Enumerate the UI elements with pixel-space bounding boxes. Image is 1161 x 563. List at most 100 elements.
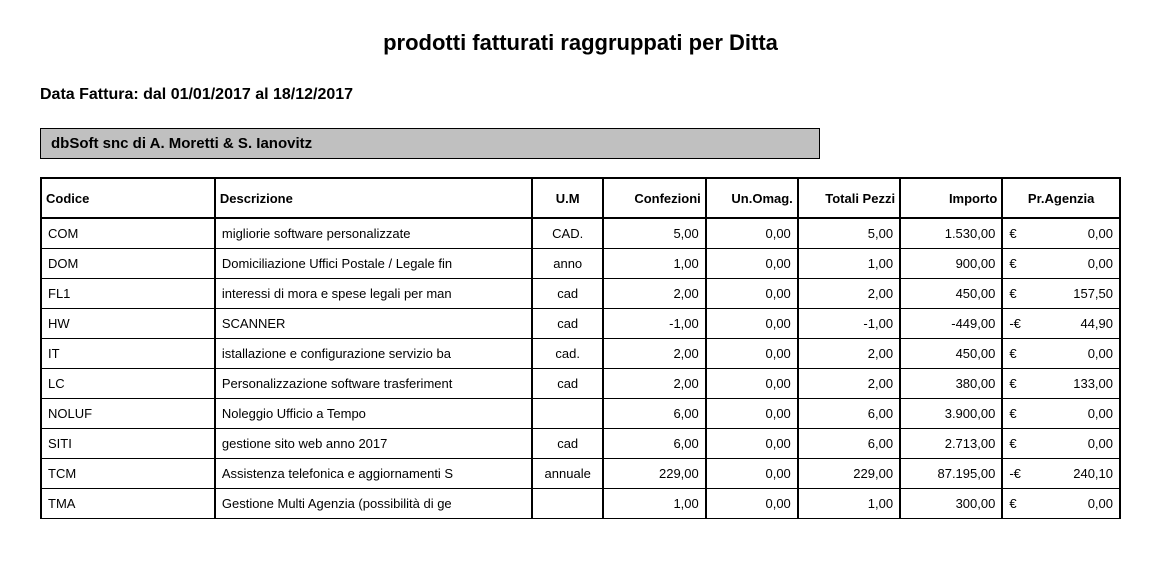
cell-conf: -1,00 <box>603 308 705 338</box>
cell-agenzia: €0,00 <box>1002 218 1120 248</box>
cell-omag: 0,00 <box>706 368 798 398</box>
cell-agenzia: €0,00 <box>1002 428 1120 458</box>
th-omaggio: Un.Omag. <box>706 178 798 218</box>
cell-agenzia: €0,00 <box>1002 398 1120 428</box>
currency-symbol: € <box>1009 376 1016 391</box>
cell-omag: 0,00 <box>706 278 798 308</box>
cell-importo: 1.530,00 <box>900 218 1002 248</box>
cell-conf: 1,00 <box>603 488 705 518</box>
cell-codice: TMA <box>41 488 215 518</box>
table-header-row: Codice Descrizione U.M Confezioni Un.Oma… <box>41 178 1120 218</box>
cell-omag: 0,00 <box>706 458 798 488</box>
currency-symbol: € <box>1009 496 1016 511</box>
cell-codice: DOM <box>41 248 215 278</box>
cell-importo: 87.195,00 <box>900 458 1002 488</box>
agenzia-value: 0,00 <box>1017 226 1113 241</box>
cell-conf: 6,00 <box>603 398 705 428</box>
agenzia-value: 0,00 <box>1017 436 1113 451</box>
cell-pezzi: 6,00 <box>798 428 900 458</box>
table-row: COMmigliorie software personalizzateCAD.… <box>41 218 1120 248</box>
table-row: TMAGestione Multi Agenzia (possibilità d… <box>41 488 1120 518</box>
cell-omag: 0,00 <box>706 308 798 338</box>
cell-codice: TCM <box>41 458 215 488</box>
agenzia-value: 0,00 <box>1017 346 1113 361</box>
table-row: ITistallazione e configurazione servizio… <box>41 338 1120 368</box>
table-row: DOMDomiciliazione Uffici Postale / Legal… <box>41 248 1120 278</box>
agenzia-value: 133,00 <box>1017 376 1113 391</box>
cell-um: cad <box>532 278 604 308</box>
cell-conf: 2,00 <box>603 368 705 398</box>
cell-agenzia: -€44,90 <box>1002 308 1120 338</box>
currency-symbol: € <box>1009 256 1016 271</box>
cell-importo: 450,00 <box>900 278 1002 308</box>
th-importo: Importo <box>900 178 1002 218</box>
cell-importo: 380,00 <box>900 368 1002 398</box>
cell-conf: 6,00 <box>603 428 705 458</box>
cell-um <box>532 398 604 428</box>
currency-symbol: € <box>1009 226 1016 241</box>
cell-um <box>532 488 604 518</box>
cell-pezzi: 1,00 <box>798 248 900 278</box>
cell-pezzi: 2,00 <box>798 278 900 308</box>
agenzia-value: 44,90 <box>1021 316 1113 331</box>
cell-codice: HW <box>41 308 215 338</box>
cell-codice: LC <box>41 368 215 398</box>
agenzia-value: 0,00 <box>1017 496 1113 511</box>
cell-descr: gestione sito web anno 2017 <box>215 428 532 458</box>
cell-importo: 300,00 <box>900 488 1002 518</box>
cell-conf: 229,00 <box>603 458 705 488</box>
cell-pezzi: 2,00 <box>798 368 900 398</box>
cell-importo: 2.713,00 <box>900 428 1002 458</box>
cell-descr: SCANNER <box>215 308 532 338</box>
cell-um: cad <box>532 308 604 338</box>
cell-um: cad. <box>532 338 604 368</box>
cell-omag: 0,00 <box>706 398 798 428</box>
agenzia-value: 0,00 <box>1017 256 1113 271</box>
cell-pezzi: 1,00 <box>798 488 900 518</box>
cell-codice: COM <box>41 218 215 248</box>
cell-descr: istallazione e configurazione servizio b… <box>215 338 532 368</box>
cell-omag: 0,00 <box>706 218 798 248</box>
cell-um: cad <box>532 428 604 458</box>
cell-pezzi: -1,00 <box>798 308 900 338</box>
cell-pezzi: 229,00 <box>798 458 900 488</box>
cell-pezzi: 5,00 <box>798 218 900 248</box>
cell-descr: interessi di mora e spese legali per man <box>215 278 532 308</box>
cell-agenzia: €157,50 <box>1002 278 1120 308</box>
cell-descr: Gestione Multi Agenzia (possibilità di g… <box>215 488 532 518</box>
cell-codice: NOLUF <box>41 398 215 428</box>
cell-agenzia: €0,00 <box>1002 248 1120 278</box>
products-table: Codice Descrizione U.M Confezioni Un.Oma… <box>40 177 1121 519</box>
th-pezzi: Totali Pezzi <box>798 178 900 218</box>
cell-importo: -449,00 <box>900 308 1002 338</box>
cell-conf: 2,00 <box>603 278 705 308</box>
cell-importo: 450,00 <box>900 338 1002 368</box>
agenzia-value: 0,00 <box>1017 406 1113 421</box>
currency-symbol: € <box>1009 406 1016 421</box>
cell-um: cad <box>532 368 604 398</box>
cell-agenzia: €133,00 <box>1002 368 1120 398</box>
report-title: prodotti fatturati raggruppati per Ditta <box>40 30 1121 56</box>
cell-um: anno <box>532 248 604 278</box>
cell-descr: Personalizzazione software trasferiment <box>215 368 532 398</box>
cell-descr: migliorie software personalizzate <box>215 218 532 248</box>
currency-symbol: € <box>1009 346 1016 361</box>
cell-codice: FL1 <box>41 278 215 308</box>
table-row: FL1interessi di mora e spese legali per … <box>41 278 1120 308</box>
cell-conf: 5,00 <box>603 218 705 248</box>
cell-um: CAD. <box>532 218 604 248</box>
cell-omag: 0,00 <box>706 338 798 368</box>
cell-omag: 0,00 <box>706 428 798 458</box>
table-row: LCPersonalizzazione software trasferimen… <box>41 368 1120 398</box>
currency-symbol: € <box>1009 286 1016 301</box>
cell-um: annuale <box>532 458 604 488</box>
th-um: U.M <box>532 178 604 218</box>
cell-descr: Assistenza telefonica e aggiornamenti S <box>215 458 532 488</box>
cell-conf: 1,00 <box>603 248 705 278</box>
currency-symbol: € <box>1009 436 1016 451</box>
cell-agenzia: -€240,10 <box>1002 458 1120 488</box>
table-row: HWSCANNERcad-1,000,00-1,00-449,00-€44,90 <box>41 308 1120 338</box>
cell-agenzia: €0,00 <box>1002 338 1120 368</box>
cell-conf: 2,00 <box>603 338 705 368</box>
cell-omag: 0,00 <box>706 488 798 518</box>
